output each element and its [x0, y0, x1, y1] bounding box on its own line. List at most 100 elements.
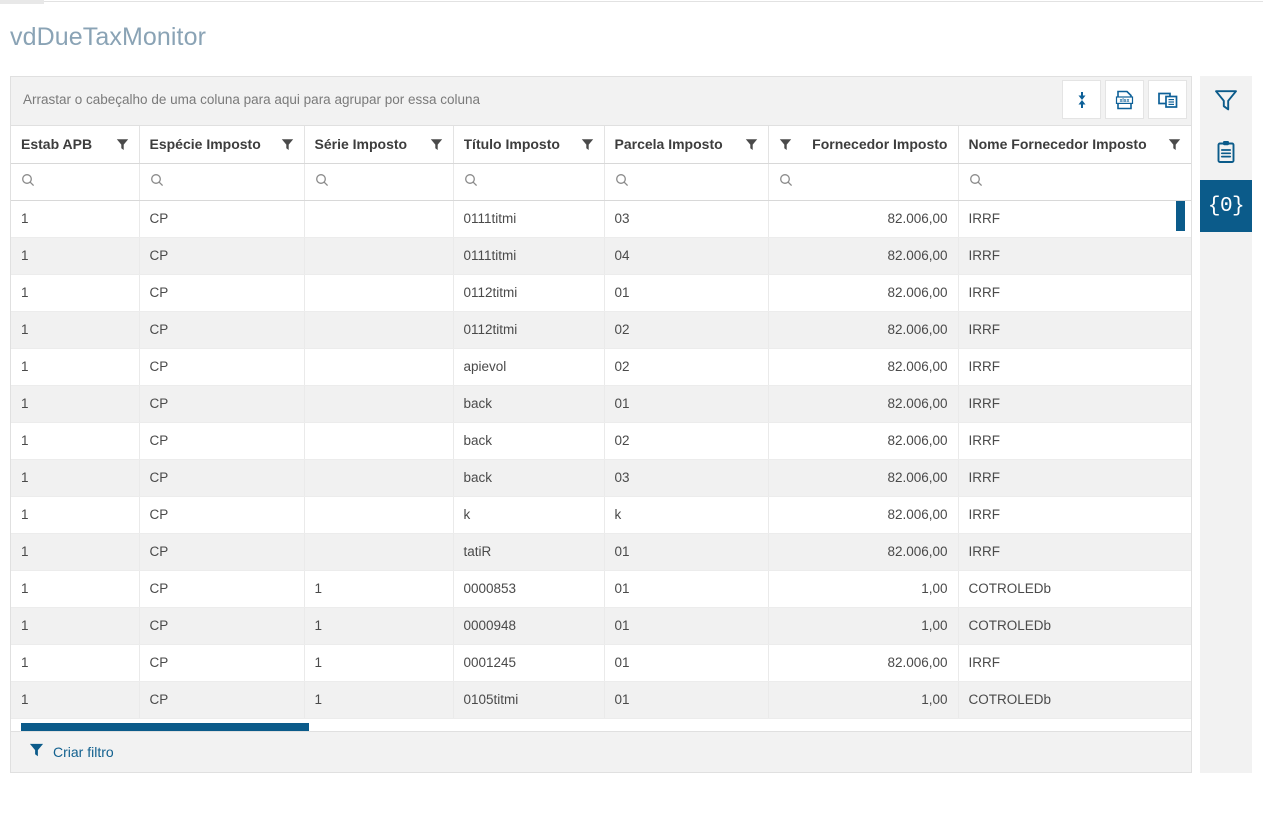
column-header-label: Nome Fornecedor Imposto — [968, 136, 1147, 153]
sidebar-params-button[interactable]: {0} — [1200, 180, 1252, 232]
table-cell: 0001245 — [453, 644, 605, 682]
table-cell: COTROLEDb — [958, 607, 1191, 645]
clipboard-icon — [1213, 139, 1239, 170]
column-filter-icon[interactable] — [1168, 138, 1181, 151]
expand-collapse-rows-button[interactable] — [1062, 80, 1101, 119]
sidebar-clipboard-button[interactable] — [1200, 128, 1252, 180]
vertical-scrollbar-thumb[interactable] — [1176, 201, 1185, 231]
table-cell: 01 — [604, 681, 769, 719]
table-cell: IRRF — [958, 422, 1191, 460]
table-cell: 1 — [11, 496, 140, 534]
table-row[interactable]: 1 CP tatiR 01 82.006,00 IRRF — [11, 533, 1191, 571]
table-cell: 1,00 — [768, 607, 959, 645]
group-panel-hint: Arrastar o cabeçalho de uma coluna para … — [23, 92, 481, 107]
table-cell: CP — [139, 570, 305, 608]
table-cell: 1 — [304, 644, 454, 682]
table-cell: 1 — [304, 681, 454, 719]
table-cell: 03 — [604, 200, 769, 238]
column-filter-icon[interactable] — [581, 138, 594, 151]
table-cell: 01 — [604, 644, 769, 682]
table-row[interactable]: 1 CP 1 0001245 01 82.006,00 IRRF — [11, 644, 1191, 682]
table-cell: CP — [139, 311, 305, 349]
group-panel[interactable]: Arrastar o cabeçalho de uma coluna para … — [11, 77, 1191, 126]
vertical-scrollbar[interactable] — [1175, 201, 1191, 732]
table-cell: 82.006,00 — [768, 200, 959, 238]
table-row[interactable]: 1 CP 0111titmi 04 82.006,00 IRRF — [11, 237, 1191, 275]
sidebar-filter-button[interactable] — [1200, 76, 1252, 128]
table-row[interactable]: 1 CP 0112titmi 01 82.006,00 IRRF — [11, 274, 1191, 312]
search-cell-estab-apb[interactable] — [11, 163, 140, 201]
column-header-parcela-imposto[interactable]: Parcela Imposto — [604, 126, 769, 164]
table-row[interactable]: 1 CP 0112titmi 02 82.006,00 IRRF — [11, 311, 1191, 349]
table-cell: IRRF — [958, 533, 1191, 571]
table-cell: 04 — [604, 237, 769, 275]
table-row[interactable]: 1 CP back 03 82.006,00 IRRF — [11, 459, 1191, 497]
table-row[interactable]: 1 CP 0111titmi 03 82.006,00 IRRF — [11, 200, 1191, 238]
table-cell: 1 — [11, 385, 140, 423]
table-cell: CP — [139, 237, 305, 275]
table-cell: 0111titmi — [453, 237, 605, 275]
grid-body: 1 CP 0111titmi 03 82.006,00 IRRF 1 CP 0111titmi 0… — [11, 200, 1191, 719]
create-filter-label: Criar filtro — [53, 744, 114, 760]
table-row[interactable]: 1 CP apievol 02 82.006,00 IRRF — [11, 348, 1191, 386]
column-header-especie-imposto[interactable]: Espécie Imposto — [139, 126, 305, 164]
search-icon — [779, 173, 793, 187]
expand-collapse-icon — [1074, 91, 1090, 109]
table-cell — [304, 274, 454, 312]
search-cell-fornecedor-imposto[interactable] — [768, 163, 959, 201]
export-xlsx-button[interactable]: xlsx — [1105, 80, 1144, 119]
search-cell-serie-imposto[interactable] — [304, 163, 454, 201]
table-cell: 1 — [11, 681, 140, 719]
table-cell: 1 — [11, 274, 140, 312]
column-header-estab-apb[interactable]: Estab APB — [11, 126, 140, 164]
window-edge-nub — [0, 0, 44, 4]
data-grid-panel: Arrastar o cabeçalho de uma coluna para … — [10, 76, 1192, 773]
table-row[interactable]: 1 CP 1 0000948 01 1,00 COTROLEDb — [11, 607, 1191, 645]
search-cell-titulo-imposto[interactable] — [453, 163, 605, 201]
column-filter-icon[interactable] — [281, 138, 294, 151]
create-filter-bar[interactable]: Criar filtro — [11, 731, 1191, 772]
search-cell-parcela-imposto[interactable] — [604, 163, 769, 201]
table-cell: 02 — [604, 311, 769, 349]
funnel-icon — [1213, 87, 1239, 118]
braces-icon: {0} — [1207, 194, 1245, 218]
table-cell: 01 — [604, 385, 769, 423]
horizontal-scrollbar-thumb[interactable] — [21, 723, 309, 731]
svg-text:xlsx: xlsx — [1120, 98, 1130, 104]
table-row[interactable]: 1 CP 1 0000853 01 1,00 COTROLEDb — [11, 570, 1191, 608]
table-cell: 1 — [11, 607, 140, 645]
funnel-icon — [29, 742, 44, 762]
horizontal-scrollbar[interactable] — [11, 722, 1191, 731]
column-header-serie-imposto[interactable]: Série Imposto — [304, 126, 454, 164]
column-header-label: Série Imposto — [314, 136, 408, 153]
table-cell: IRRF — [958, 496, 1191, 534]
table-cell: IRRF — [958, 459, 1191, 497]
table-row[interactable]: 1 CP 1 0105titmi 01 1,00 COTROLEDb — [11, 681, 1191, 719]
column-chooser-button[interactable] — [1148, 80, 1187, 119]
column-filter-icon[interactable] — [745, 138, 758, 151]
page-title: vdDueTaxMonitor — [10, 23, 207, 51]
column-header-titulo-imposto[interactable]: Título Imposto — [453, 126, 605, 164]
column-filter-icon[interactable] — [779, 138, 792, 151]
column-header-nome-fornecedor-imposto[interactable]: Nome Fornecedor Imposto — [958, 126, 1191, 164]
table-row[interactable]: 1 CP back 02 82.006,00 IRRF — [11, 422, 1191, 460]
column-filter-icon[interactable] — [430, 138, 443, 151]
column-filter-icon[interactable] — [116, 138, 129, 151]
search-cell-especie-imposto[interactable] — [139, 163, 305, 201]
column-header-fornecedor-imposto[interactable]: Fornecedor Imposto — [768, 126, 959, 164]
grid-table-viewport[interactable]: Estab APB Espécie Imposto — [11, 126, 1191, 732]
table-cell: 1 — [11, 459, 140, 497]
table-cell: IRRF — [958, 348, 1191, 386]
column-header-label: Parcela Imposto — [614, 136, 723, 153]
table-cell — [304, 496, 454, 534]
column-header-label: Espécie Imposto — [149, 136, 261, 153]
table-cell: 03 — [604, 459, 769, 497]
search-cell-nome-fornecedor-imposto[interactable] — [958, 163, 1191, 201]
grid-header-row: Estab APB Espécie Imposto — [11, 126, 1191, 164]
table-cell — [304, 459, 454, 497]
table-row[interactable]: 1 CP k k 82.006,00 IRRF — [11, 496, 1191, 534]
table-row[interactable]: 1 CP back 01 82.006,00 IRRF — [11, 385, 1191, 423]
table-cell: 1,00 — [768, 570, 959, 608]
table-cell: 82.006,00 — [768, 237, 959, 275]
table-cell: 82.006,00 — [768, 311, 959, 349]
